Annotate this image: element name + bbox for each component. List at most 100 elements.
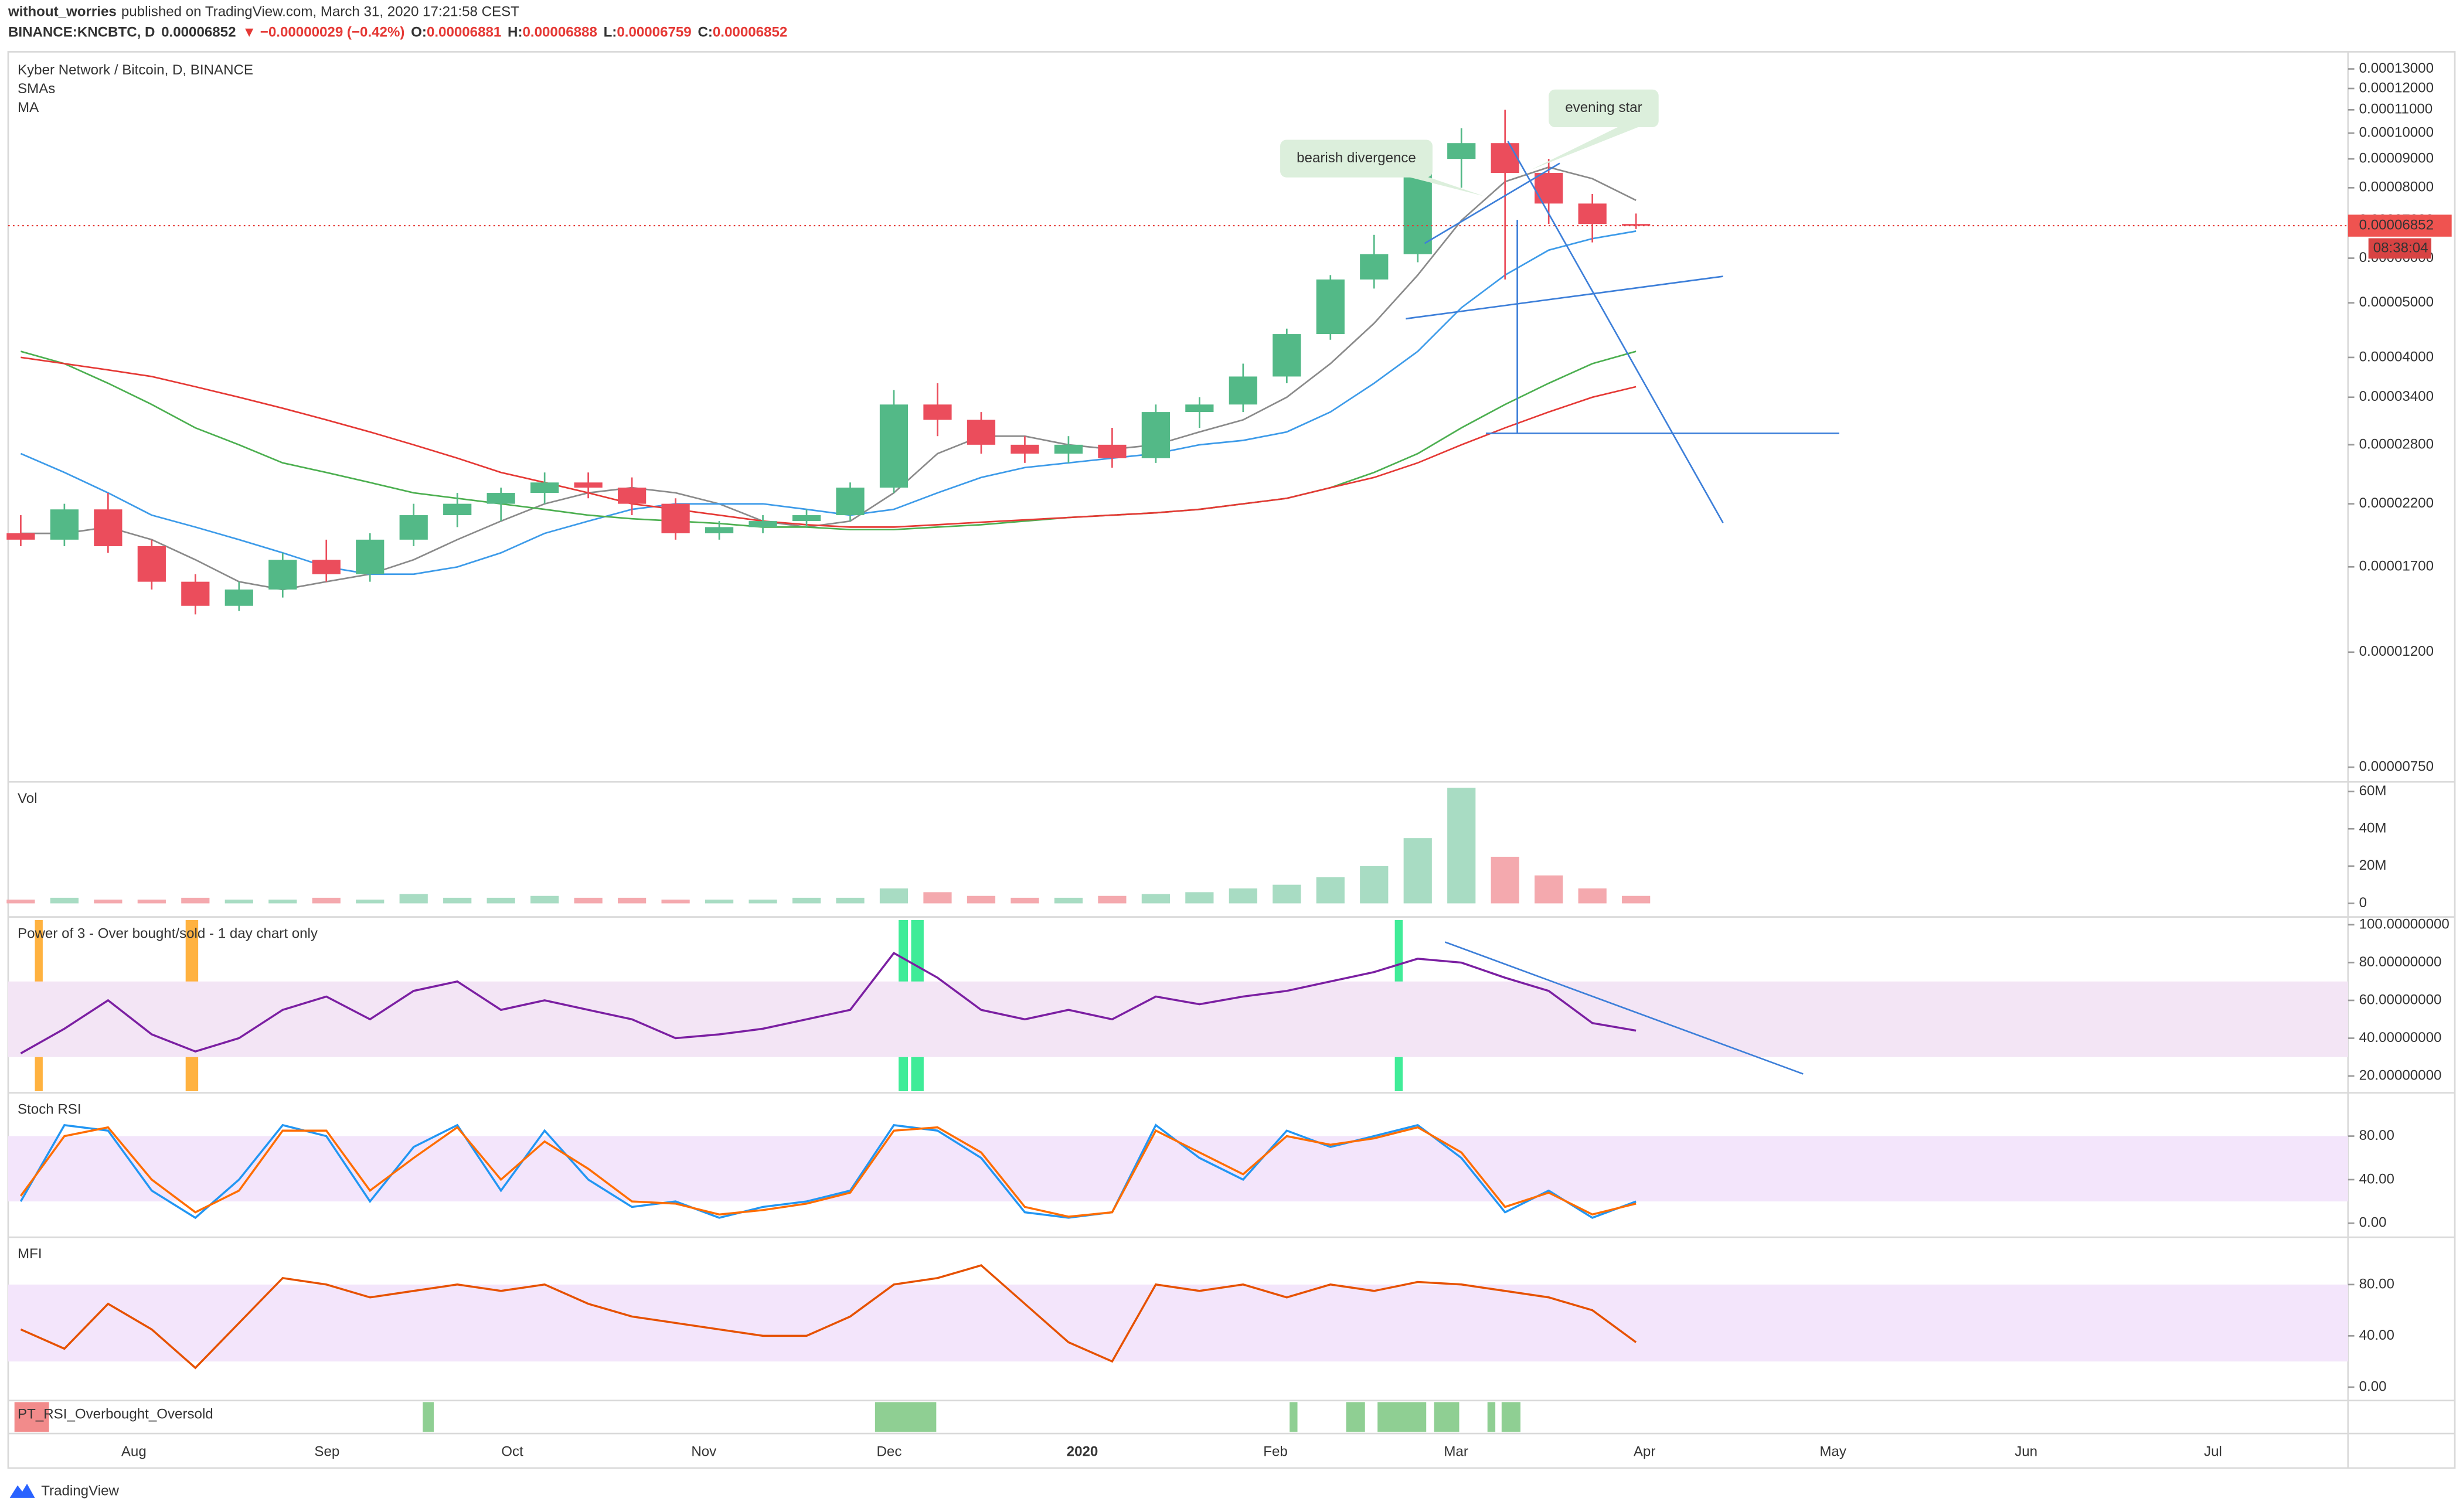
ohlc-key: C: [698, 25, 712, 40]
candle-body [1141, 412, 1170, 458]
y-tick-label: 40.00000000 [2359, 1030, 2442, 1046]
series-line [19, 1126, 1637, 1218]
candle-body [94, 509, 123, 546]
volume-bar [1578, 888, 1607, 904]
candle-body [705, 527, 734, 533]
y-tick-label: 0.00001200 [2359, 643, 2434, 659]
y-tick-label: 80.00 [2359, 1276, 2394, 1292]
footer: TradingView [9, 1483, 119, 1499]
volume-bar [268, 900, 297, 904]
candle-body [1011, 444, 1039, 454]
x-tick-label: May [1819, 1444, 1846, 1460]
candle-body [749, 521, 777, 527]
candle-body [1578, 203, 1607, 224]
y-tick-label: 0 [2359, 895, 2367, 911]
band [8, 981, 2348, 1057]
signal [1377, 1402, 1427, 1432]
volume-bar [356, 900, 385, 904]
volume-bar [137, 900, 166, 904]
y-tick-label: 60.00000000 [2359, 992, 2442, 1007]
candle-body [137, 546, 166, 582]
signal [1290, 1402, 1298, 1432]
y-tick-label: 0.00002800 [2359, 436, 2434, 452]
trend-line [1424, 162, 1560, 244]
candle-body [1535, 173, 1563, 204]
callout-box [1549, 89, 1659, 128]
y-tick-label: 0.00009000 [2359, 151, 2434, 166]
pane-title: MFI [18, 1246, 42, 1262]
candle-body [923, 404, 952, 420]
candle-body [224, 589, 253, 606]
volume-bar [50, 897, 79, 904]
series-line [21, 356, 1637, 528]
candle-body [1491, 143, 1519, 173]
signal [1501, 1402, 1520, 1432]
brand: TradingView [41, 1483, 119, 1499]
volume-bar [836, 897, 865, 904]
ohlc-value: 0.00006852 [713, 25, 787, 40]
signal [1487, 1402, 1496, 1432]
candle-body [1316, 279, 1345, 335]
candle-body [661, 503, 690, 533]
ohlc-value: 0.00006759 [617, 25, 691, 40]
candle-body [617, 488, 647, 504]
y-tick-label: 0.00 [2359, 1215, 2387, 1231]
volume-bar [1229, 888, 1257, 904]
candle-body [530, 482, 559, 493]
signal [875, 1402, 937, 1432]
candle-body [399, 515, 428, 540]
pane-title: PT_RSI_Overbought_Oversold [18, 1406, 213, 1422]
volume-bar [1141, 894, 1170, 904]
volume-bar [443, 897, 472, 904]
x-tick-label: Mar [1444, 1444, 1468, 1460]
header-line: without_worries published on TradingView.… [8, 4, 519, 20]
candle-body [1622, 224, 1651, 226]
volume-bar [617, 897, 647, 904]
volume-bar [1403, 838, 1432, 904]
volume-bar [530, 895, 559, 904]
volume-bar [6, 900, 35, 904]
trend-lines [1406, 141, 1839, 1075]
annotation: bearish divergence [1297, 150, 1416, 166]
series-line [20, 230, 1637, 575]
signal [1346, 1402, 1365, 1432]
pane-title: Kyber Network / Bitcoin, D, BINANCE [18, 62, 253, 78]
countdown: 08:38:04 [2373, 240, 2428, 256]
x-tick-label: Jul [2204, 1444, 2222, 1460]
y-tick-label: 0.00003400 [2359, 389, 2434, 404]
symbol: BINANCE:KNCBTC, D [8, 25, 155, 40]
pane-title: Power of 3 - Over bought/sold - 1 day ch… [18, 925, 318, 941]
candle-body [1447, 143, 1476, 159]
series-line [20, 1264, 1637, 1370]
volume-bar [94, 900, 123, 904]
signal [14, 1402, 49, 1432]
author: without_worries [8, 4, 117, 20]
signal [1434, 1402, 1460, 1432]
volume-bar [1273, 884, 1301, 904]
y-tick-label: 0.00001700 [2359, 559, 2434, 574]
callout-pointer [1531, 124, 1646, 170]
published: published on TradingView.com, March 31, … [121, 4, 519, 20]
y-tick-label: 0.00004000 [2359, 349, 2434, 365]
volume-bar [487, 897, 515, 904]
series-line [21, 350, 1637, 531]
indicator-label: SMAs [18, 81, 55, 97]
candle-body [1098, 444, 1127, 458]
volume-bar [661, 900, 690, 904]
candle-body [967, 420, 996, 445]
y-tick-label: 20M [2359, 857, 2387, 873]
volume-bar [1360, 866, 1389, 904]
volume-bar [1011, 897, 1039, 904]
volume-bar [1098, 895, 1127, 904]
ohlc-value: 0.00006888 [522, 25, 597, 40]
price-label-box [2348, 214, 2452, 237]
pane-title: Stoch RSI [18, 1102, 81, 1118]
x-tick-label: Jun [2015, 1444, 2037, 1460]
candle-body [1360, 254, 1389, 280]
countdown-box [2368, 238, 2431, 259]
volume-bar [1185, 892, 1214, 904]
signal-blocks [14, 1402, 1520, 1432]
